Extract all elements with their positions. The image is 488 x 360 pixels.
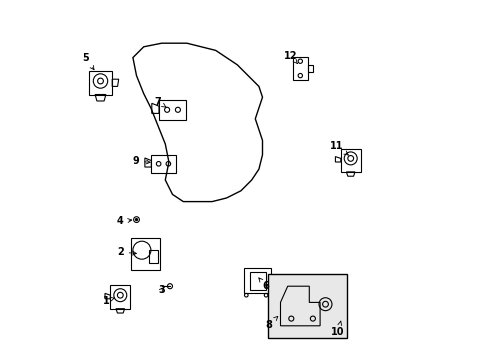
Text: 2: 2 (117, 247, 136, 257)
Text: 9: 9 (132, 156, 150, 166)
Text: 6: 6 (258, 278, 269, 291)
Text: 3: 3 (158, 285, 165, 295)
Text: 4: 4 (117, 216, 131, 226)
Text: 5: 5 (82, 53, 94, 70)
Text: 12: 12 (283, 51, 297, 64)
Text: 10: 10 (331, 321, 344, 337)
Text: 8: 8 (265, 316, 277, 330)
Text: 11: 11 (329, 141, 347, 155)
Circle shape (135, 219, 137, 221)
Text: 7: 7 (154, 96, 166, 107)
Bar (267, 274, 346, 338)
Text: 1: 1 (102, 296, 115, 306)
